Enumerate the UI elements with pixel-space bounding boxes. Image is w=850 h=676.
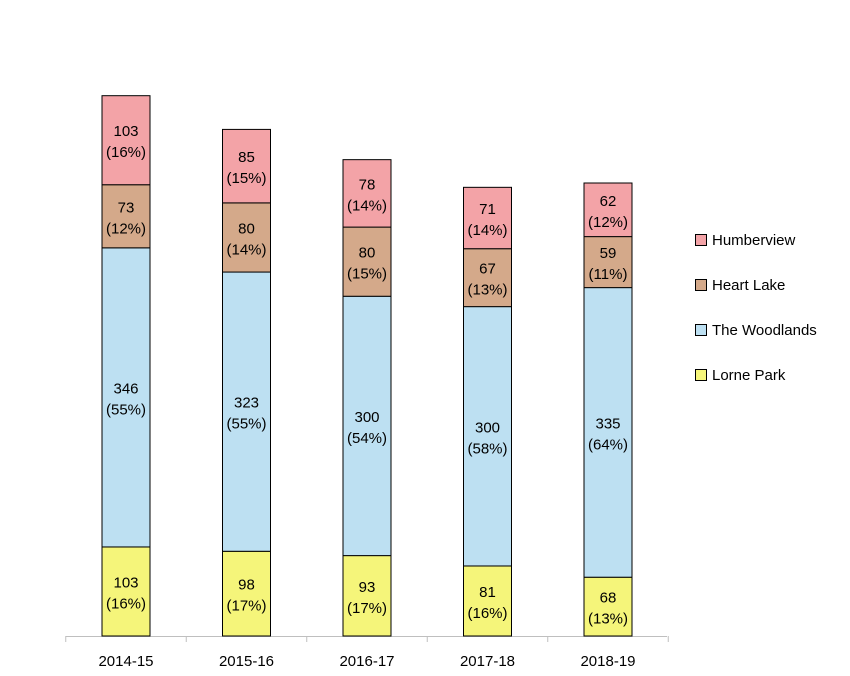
bar-segment-heart-lake xyxy=(463,248,512,308)
bar-segment-humberview xyxy=(342,159,392,228)
data-label-value: 73 xyxy=(118,199,135,216)
data-label-value: 59 xyxy=(600,245,617,262)
data-label-percent: (12%) xyxy=(106,220,146,237)
data-label-percent: (64%) xyxy=(588,436,628,453)
x-axis-tick-label: 2015-16 xyxy=(219,653,274,670)
legend-label: Heart Lake xyxy=(712,276,786,294)
bar-segment-lorne-park xyxy=(222,550,271,637)
bar-segment-humberview xyxy=(101,95,151,186)
bar-segment-heart-lake xyxy=(222,202,271,273)
data-label-value: 98 xyxy=(238,577,255,594)
data-label-percent: (16%) xyxy=(106,595,146,612)
bar-segment-heart-lake xyxy=(583,236,633,289)
legend-swatch xyxy=(695,279,707,291)
x-axis-tick-label: 2018-19 xyxy=(580,653,635,670)
data-label-value: 300 xyxy=(354,409,379,426)
bar-segment-heart-lake xyxy=(342,226,392,297)
legend-label: Humberview xyxy=(712,231,796,249)
bar-segment-the-woodlands xyxy=(463,306,512,567)
data-label-value: 80 xyxy=(359,245,376,262)
data-label-percent: (13%) xyxy=(588,611,628,628)
legend-item-humberview: Humberview xyxy=(695,230,795,250)
data-label-value: 81 xyxy=(479,584,496,601)
legend-item-heart-lake: Heart Lake xyxy=(695,275,785,295)
bar-segment-the-woodlands xyxy=(342,295,392,557)
bar-segment-humberview xyxy=(583,182,633,238)
data-label-percent: (17%) xyxy=(226,598,266,615)
legend-item-lorne-park: Lorne Park xyxy=(695,365,785,385)
data-label-percent: (58%) xyxy=(467,440,507,457)
data-label-percent: (16%) xyxy=(467,605,507,622)
data-label-value: 300 xyxy=(475,419,500,436)
bar-segment-lorne-park xyxy=(342,555,392,637)
bar-segment-lorne-park xyxy=(463,565,512,637)
legend-swatch xyxy=(695,234,707,246)
data-label-value: 346 xyxy=(113,380,138,397)
data-label-value: 67 xyxy=(479,261,496,278)
data-label-value: 103 xyxy=(113,574,138,591)
bar-segment-lorne-park xyxy=(583,576,633,637)
data-label-value: 71 xyxy=(479,201,496,218)
x-axis-tick-label: 2016-17 xyxy=(339,653,394,670)
data-label-percent: (54%) xyxy=(347,430,387,447)
legend-swatch xyxy=(695,324,707,336)
data-label-percent: (11%) xyxy=(589,266,628,283)
bar-segment-the-woodlands xyxy=(583,287,633,578)
data-label-percent: (15%) xyxy=(347,266,387,283)
bar-segment-humberview xyxy=(463,186,512,250)
data-label-percent: (14%) xyxy=(347,197,387,214)
data-label-value: 93 xyxy=(359,579,376,596)
x-axis-tick-label: 2014-15 xyxy=(98,653,153,670)
data-label-value: 335 xyxy=(595,415,620,432)
legend-swatch xyxy=(695,369,707,381)
data-label-percent: (14%) xyxy=(226,241,266,258)
legend-label: The Woodlands xyxy=(712,321,817,339)
data-label-value: 78 xyxy=(359,176,376,193)
bar-segment-humberview xyxy=(222,128,271,204)
data-label-percent: (55%) xyxy=(106,401,146,418)
data-label-value: 103 xyxy=(113,123,138,140)
bar-segment-lorne-park xyxy=(101,546,151,637)
data-label-value: 68 xyxy=(600,590,617,607)
data-label-percent: (16%) xyxy=(106,144,146,161)
data-label-value: 323 xyxy=(234,395,259,412)
x-axis-tick-label: 2017-18 xyxy=(460,653,515,670)
legend-item-the-woodlands: The Woodlands xyxy=(695,320,817,340)
data-label-percent: (17%) xyxy=(347,600,387,617)
data-label-value: 62 xyxy=(600,193,617,210)
data-label-percent: (15%) xyxy=(226,170,266,187)
data-label-percent: (55%) xyxy=(226,416,266,433)
legend-label: Lorne Park xyxy=(712,366,786,384)
data-label-percent: (12%) xyxy=(588,214,628,231)
data-label-percent: (14%) xyxy=(467,222,507,239)
data-label-percent: (13%) xyxy=(467,282,507,299)
data-label-value: 80 xyxy=(238,220,255,237)
data-label-value: 85 xyxy=(238,149,255,166)
